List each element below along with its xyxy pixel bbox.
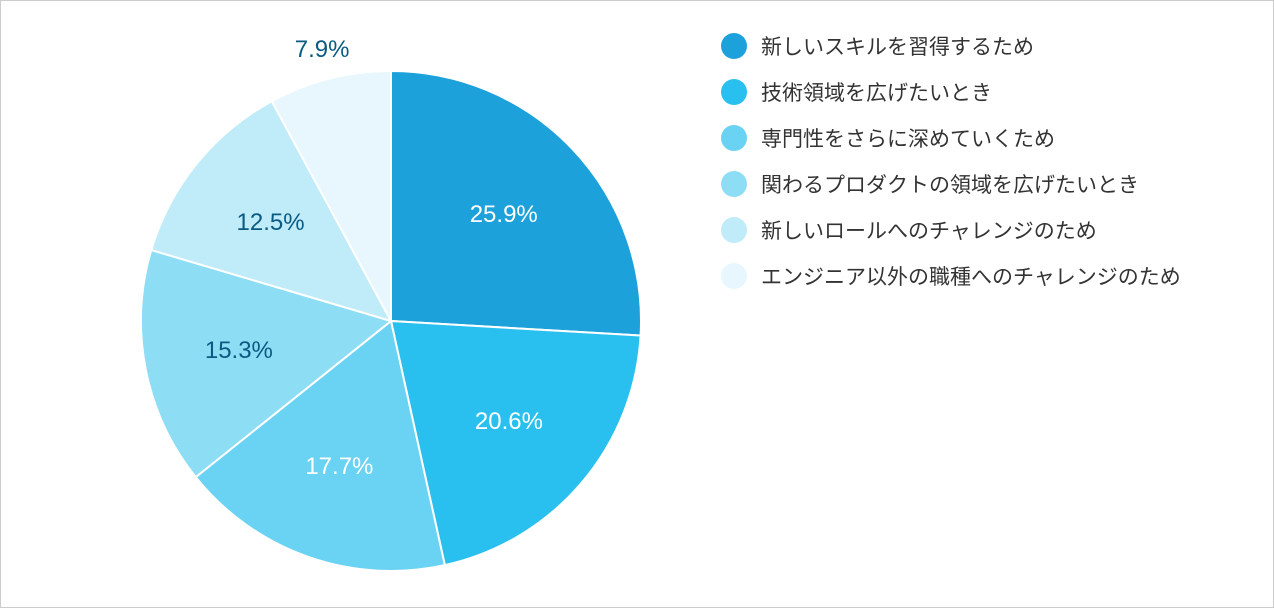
pie-chart: 25.9% 20.6% 17.7% 15.3% 12.5% 7.9% <box>111 31 671 591</box>
legend-label: 専門性をさらに深めていくため <box>761 123 1055 153</box>
slice-label-text: 25.9% <box>470 201 538 228</box>
legend-swatch <box>721 33 747 59</box>
legend-label: 新しいスキルを習得するため <box>761 31 1034 61</box>
legend-label: エンジニア以外の職種へのチャレンジのため <box>761 261 1181 291</box>
legend-item: 関わるプロダクトの領域を広げたいとき <box>721 169 1241 199</box>
legend-swatch <box>721 79 747 105</box>
pie-chart-container: 25.9% 20.6% 17.7% 15.3% 12.5% 7.9% 新しいスキルを習得す… <box>0 0 1274 608</box>
slice-label-text: 15.3% <box>205 337 273 364</box>
legend-swatch <box>721 263 747 289</box>
slice-label-text: 17.7% <box>305 453 373 480</box>
legend-label: 新しいロールへのチャレンジのため <box>761 215 1097 245</box>
legend: 新しいスキルを習得するため技術領域を広げたいとき専門性をさらに深めていくため関わ… <box>721 31 1241 307</box>
slice-label: 12.5% <box>237 209 305 237</box>
legend-label: 関わるプロダクトの領域を広げたいとき <box>761 169 1139 199</box>
slice-label: 20.6% <box>475 408 543 436</box>
pie-svg <box>111 31 671 591</box>
slice-label: 15.3% <box>205 337 273 365</box>
legend-item: 技術領域を広げたいとき <box>721 77 1241 107</box>
slice-label-text: 7.9% <box>295 36 350 63</box>
legend-swatch <box>721 125 747 151</box>
legend-swatch <box>721 217 747 243</box>
slice-label-text: 20.6% <box>475 408 543 435</box>
slice-label-text: 12.5% <box>237 209 305 236</box>
slice-label: 25.9% <box>470 201 538 229</box>
slice-label: 17.7% <box>305 453 373 481</box>
legend-item: 新しいロールへのチャレンジのため <box>721 215 1241 245</box>
legend-item: エンジニア以外の職種へのチャレンジのため <box>721 261 1241 291</box>
legend-item: 専門性をさらに深めていくため <box>721 123 1241 153</box>
legend-item: 新しいスキルを習得するため <box>721 31 1241 61</box>
legend-label: 技術領域を広げたいとき <box>761 77 992 107</box>
slice-label: 7.9% <box>295 36 350 64</box>
legend-swatch <box>721 171 747 197</box>
